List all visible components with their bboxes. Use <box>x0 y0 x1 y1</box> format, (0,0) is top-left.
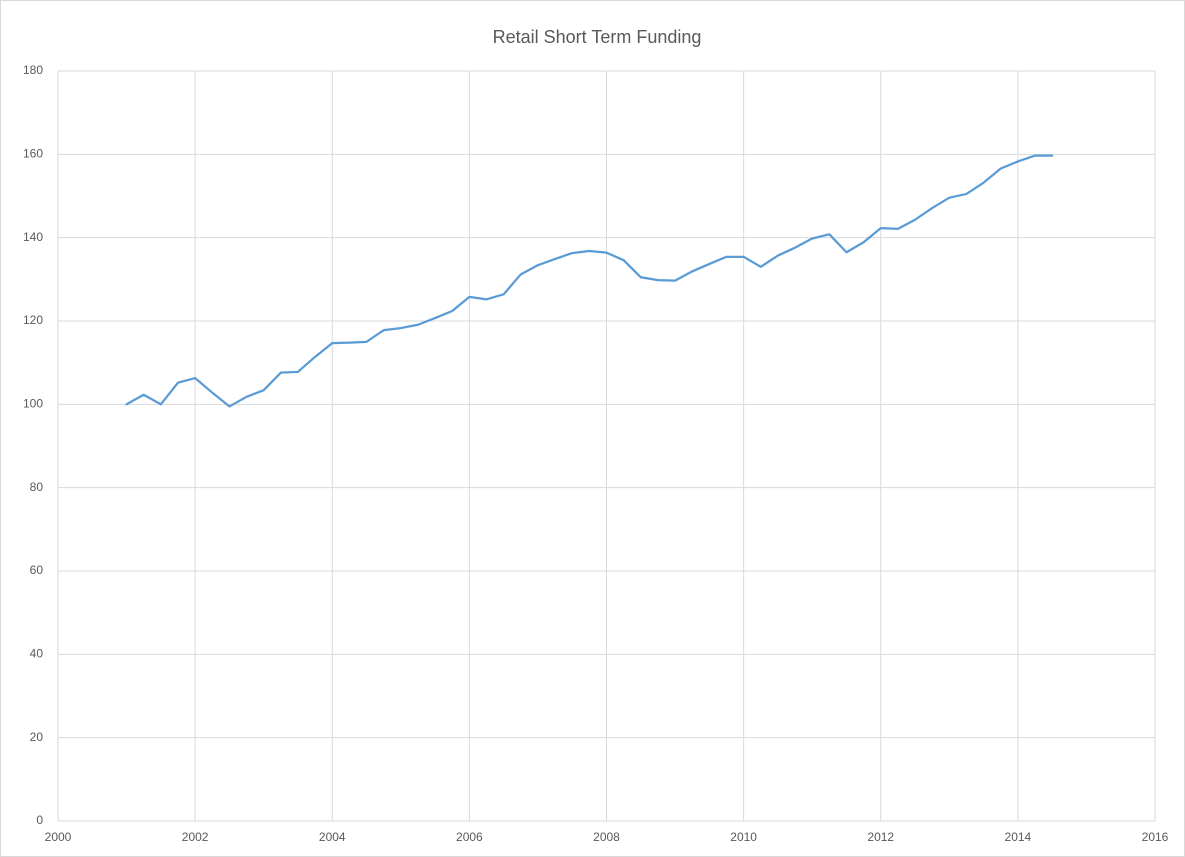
x-tick-label: 2004 <box>319 830 346 844</box>
y-tick-label: 140 <box>23 230 43 244</box>
y-tick-label: 20 <box>30 730 44 744</box>
y-tick-label: 180 <box>23 63 43 77</box>
y-tick-label: 100 <box>23 397 43 411</box>
x-tick-label: 2012 <box>867 830 894 844</box>
x-tick-label: 2010 <box>730 830 757 844</box>
y-tick-label: 120 <box>23 313 43 327</box>
y-tick-label: 60 <box>30 563 44 577</box>
x-tick-label: 2008 <box>593 830 620 844</box>
y-tick-label: 40 <box>30 647 44 661</box>
x-tick-label: 2000 <box>45 830 72 844</box>
x-tick-label: 2014 <box>1005 830 1032 844</box>
x-tick-label: 2002 <box>182 830 209 844</box>
y-tick-label: 80 <box>30 480 44 494</box>
data-line <box>125 154 1054 408</box>
x-tick-label: 2016 <box>1142 830 1169 844</box>
chart-title: Retail Short Term Funding <box>493 27 702 47</box>
x-tick-label: 2006 <box>456 830 483 844</box>
y-tick-label: 0 <box>36 813 43 827</box>
y-tick-label: 160 <box>23 147 43 161</box>
